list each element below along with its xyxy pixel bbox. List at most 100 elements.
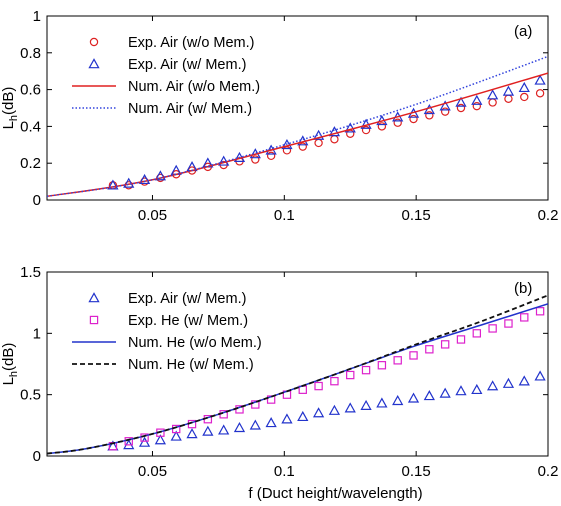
- data-point-triangle: [518, 375, 530, 386]
- y-axis-label-unit: (dB): [0, 343, 17, 371]
- axes-frame: [46, 271, 549, 457]
- data-point-circle: [298, 142, 307, 151]
- data-area: [47, 294, 548, 455]
- data-point-circle: [425, 111, 434, 120]
- series-3: [47, 294, 548, 455]
- data-point-circle: [393, 118, 402, 127]
- data-point-triangle: [471, 383, 483, 395]
- data-point-triangle: [344, 122, 356, 133]
- legend-entry: Num. He (w/ Mem.): [128, 357, 254, 373]
- legend-entry: Num. Air (w/ Mem.): [128, 101, 252, 117]
- legend: Exp. Air (w/o Mem.) Exp. Air (w/ Mem.) Num…: [72, 35, 260, 117]
- data-point-triangle: [534, 370, 546, 381]
- y-tick-label: 1.5: [20, 264, 41, 281]
- data-point-triangle: [281, 138, 293, 150]
- legend-entry: Num. Air (w/o Mem.): [128, 79, 260, 95]
- panel-label: (a): [514, 23, 532, 40]
- y-tick-label: 0: [33, 448, 41, 465]
- data-point-triangle: [487, 380, 499, 391]
- y-tick-label: 1: [33, 8, 41, 25]
- y-axis-label-unit: (dB): [0, 87, 17, 115]
- data-point-triangle: [502, 85, 515, 96]
- data-area: [47, 55, 548, 198]
- data-point-circle: [346, 129, 355, 138]
- data-point-circle: [251, 155, 260, 164]
- data-point-square: [361, 365, 371, 375]
- data-point-square: [472, 329, 482, 338]
- data-point-triangle: [439, 387, 451, 398]
- data-point-circle: [504, 94, 513, 104]
- data-point-circle: [361, 125, 371, 135]
- x-tick-label: 0.2: [538, 463, 559, 480]
- data-point-triangle: [392, 394, 404, 406]
- data-point-circle: [266, 151, 276, 161]
- data-point-circle: [330, 135, 339, 144]
- series-line: [47, 303, 548, 455]
- legend-swatch-square: [89, 315, 99, 325]
- data-point-triangle: [328, 126, 341, 137]
- x-tick-label: 0.05: [138, 207, 167, 224]
- data-point-triangle: [138, 173, 151, 185]
- panel-label: (b): [514, 280, 532, 297]
- data-point-circle: [520, 92, 529, 102]
- y-axis-label: Lh(dB): [0, 343, 20, 386]
- data-point-triangle: [249, 419, 261, 430]
- data-point-circle: [409, 114, 418, 124]
- y-axis-label-main: L: [0, 121, 17, 129]
- data-point-triangle: [138, 436, 151, 447]
- x-tick-label: 0.1: [274, 463, 295, 480]
- data-point-triangle: [297, 410, 309, 422]
- series-line: [47, 72, 548, 198]
- legend-entry: Exp. Air (w/ Mem.): [128, 57, 246, 73]
- x-tick-label: 0.2: [538, 207, 559, 224]
- y-tick-label: 0: [33, 192, 41, 209]
- data-point-triangle: [455, 96, 467, 107]
- x-tick-label: 0.1: [274, 207, 295, 224]
- data-point-square: [377, 361, 387, 370]
- series-3: [47, 55, 548, 198]
- data-point-circle: [488, 98, 497, 107]
- series-2: [47, 303, 548, 455]
- data-point-square: [504, 319, 513, 328]
- legend-entry: Num. He (w/o Mem.): [128, 335, 262, 351]
- data-point-circle: [535, 89, 545, 98]
- data-point-square: [488, 324, 497, 333]
- data-point-triangle: [170, 430, 182, 441]
- data-point-square: [251, 400, 260, 409]
- y-tick-label: 0.2: [20, 155, 41, 172]
- y-axis-label-sub: h: [8, 115, 20, 121]
- data-point-triangle: [487, 89, 499, 100]
- plot-panel-a: 0.05 0.1 0.15 0.2 0 0.2 0.4 0.6 0.8 1 Lh(dB) (a) Exp…: [0, 8, 558, 224]
- data-point-circle: [314, 138, 323, 148]
- data-point-triangle: [281, 413, 293, 424]
- axes-frame: [46, 15, 549, 201]
- x-axis-label: f (Duct height/wavelength): [248, 485, 422, 502]
- data-point-square: [330, 376, 339, 386]
- data-point-triangle: [265, 417, 277, 428]
- series-line: [47, 294, 548, 455]
- data-point-triangle: [439, 100, 451, 111]
- data-point-square: [520, 313, 529, 322]
- data-point-square: [314, 381, 323, 391]
- data-point-square: [425, 345, 434, 354]
- plot-panel-b: 0.05 0.1 0.15 0.2 0 0.5 1 1.5 Lh(dB) f (Duct heig…: [0, 264, 558, 502]
- data-point-square: [393, 356, 402, 365]
- data-point-triangle: [471, 94, 483, 105]
- y-tick-label: 0.5: [20, 387, 41, 404]
- series-0: [107, 370, 546, 451]
- y-tick-label: 0.4: [20, 118, 41, 135]
- data-point-square: [535, 307, 545, 316]
- data-point-square: [409, 351, 418, 360]
- series-2: [47, 72, 548, 198]
- data-point-circle: [472, 101, 482, 111]
- data-point-triangle: [233, 421, 246, 433]
- x-tick-label: 0.05: [138, 463, 167, 480]
- data-point-circle: [456, 103, 466, 113]
- data-point-triangle: [455, 385, 467, 396]
- data-point-triangle: [312, 407, 325, 418]
- data-point-triangle: [218, 424, 230, 435]
- legend-entry: Exp. He (w/ Mem.): [128, 313, 248, 329]
- data-point-triangle: [154, 170, 167, 181]
- data-point-triangle: [423, 390, 435, 401]
